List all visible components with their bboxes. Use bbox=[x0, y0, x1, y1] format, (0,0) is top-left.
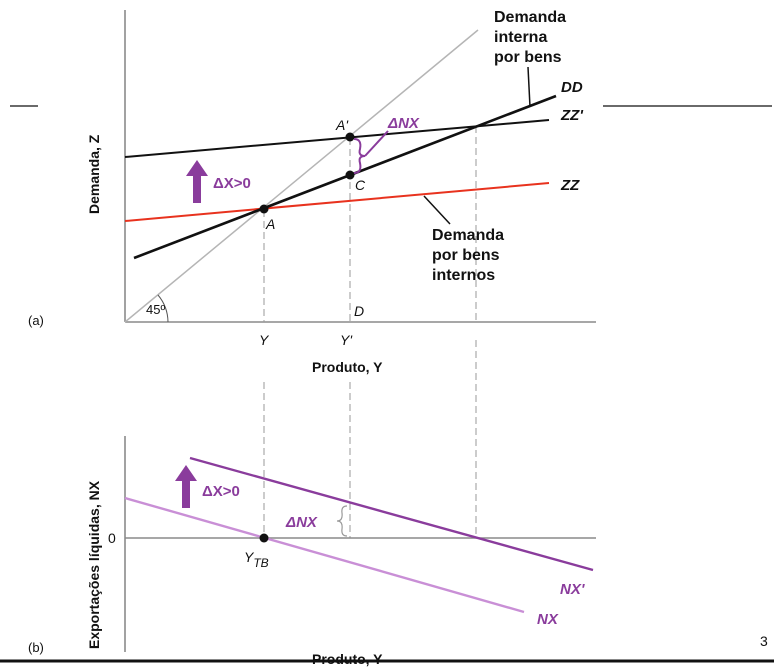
panel-b-delta-nx-label: ΔNX bbox=[285, 514, 318, 531]
annotation-domestic-demand-line-2: interna bbox=[494, 29, 547, 46]
curve-label-nx: NX bbox=[537, 611, 559, 628]
annotation-domestic-goods-line-3: internos bbox=[432, 267, 495, 284]
point-ytb bbox=[259, 533, 269, 543]
curve-nx bbox=[124, 496, 525, 614]
panel-b: 0 NX' NX YTB ΔX>0 ΔNX Produto, Y Exporta… bbox=[28, 340, 596, 667]
point-c bbox=[345, 170, 355, 180]
curve-label-zz: ZZ bbox=[560, 177, 580, 194]
panel-a-x-axis-label: Produto, Y bbox=[312, 359, 383, 375]
point-a bbox=[259, 204, 269, 214]
panel-a-delta-nx-label: ΔNX bbox=[387, 115, 420, 132]
panel-a: 45º DD ZZ' ZZ A A' C D Y Y' Produto, Y D… bbox=[28, 9, 596, 375]
panel-b-y-axis-label: Exportações líquidas, NX bbox=[86, 480, 102, 649]
slide-number: 3 bbox=[760, 633, 768, 649]
curve-label-nx-prime: NX' bbox=[560, 581, 585, 598]
curve-zz bbox=[124, 182, 550, 222]
point-label-a: A bbox=[265, 216, 275, 232]
curve-dd bbox=[133, 94, 557, 260]
x-tick-y-prime: Y' bbox=[340, 332, 353, 348]
panel-b-delta-brace bbox=[336, 505, 348, 537]
x-tick-y: Y bbox=[259, 332, 270, 348]
annotation-zz-pointer bbox=[423, 195, 451, 225]
panel-a-tag: (a) bbox=[28, 313, 44, 328]
panel-a-y-axis-label: Demanda, Z bbox=[86, 134, 102, 214]
panel-a-shift-label: ΔX>0 bbox=[213, 175, 251, 192]
panel-a-delta-pointer bbox=[364, 130, 389, 157]
annotation-domestic-goods-line-1: Demanda bbox=[432, 227, 504, 244]
panel-a-delta-brace bbox=[353, 138, 366, 174]
panel-b-shift-label: ΔX>0 bbox=[202, 483, 240, 500]
panel-b-zero-tick: 0 bbox=[108, 530, 116, 546]
annotation-domestic-demand-line-1: Demanda bbox=[494, 9, 566, 26]
curve-nx-prime bbox=[189, 456, 594, 572]
point-label-c: C bbox=[355, 177, 366, 193]
annotation-domestic-demand-line-3: por bens bbox=[494, 49, 562, 66]
panel-b-x-axis-label: Produto, Y bbox=[312, 651, 383, 667]
angle-label: 45º bbox=[146, 302, 165, 317]
point-label-ytb: YTB bbox=[244, 549, 269, 570]
shift-up-arrow-icon bbox=[186, 160, 208, 203]
point-a-prime bbox=[345, 132, 355, 142]
curve-label-dd: DD bbox=[561, 79, 583, 96]
panel-b-shift-up-arrow-icon bbox=[175, 465, 197, 508]
point-label-a-prime: A' bbox=[335, 117, 349, 133]
forty-five-degree-line bbox=[124, 29, 479, 323]
point-label-d: D bbox=[354, 303, 364, 319]
annotation-dd-pointer bbox=[527, 66, 531, 108]
annotation-domestic-goods-line-2: por bens bbox=[432, 247, 500, 264]
curve-label-zz-prime: ZZ' bbox=[560, 107, 583, 124]
panel-b-tag: (b) bbox=[28, 640, 44, 655]
forty-five-angle-arc bbox=[157, 294, 169, 323]
